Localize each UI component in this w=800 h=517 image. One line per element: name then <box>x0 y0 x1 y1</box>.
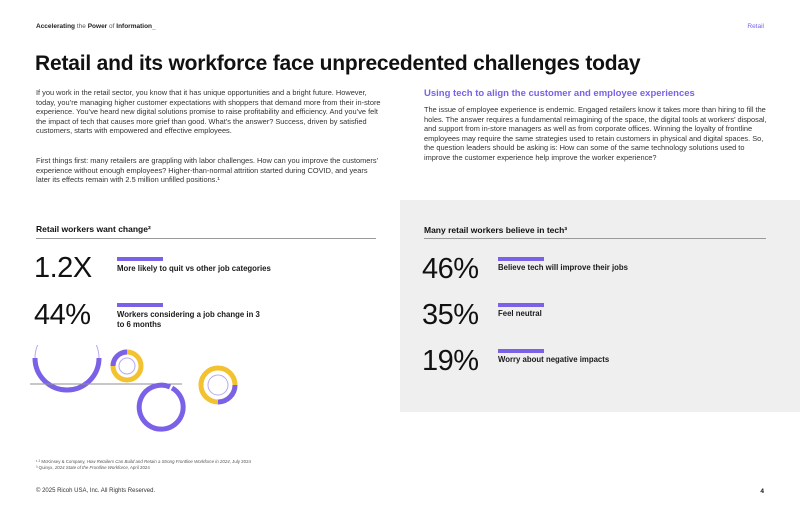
stats-left-title: Retail workers want change² <box>36 224 151 234</box>
right-subheading: Using tech to align the customer and emp… <box>424 88 695 99</box>
stat-label-worry: Worry about negative impacts <box>498 355 610 364</box>
stat-label-neutral: Feel neutral <box>498 309 542 318</box>
decorative-circles-graphic <box>30 345 238 432</box>
purple-ring-segment <box>110 349 128 367</box>
stat-value-worry: 19% <box>422 345 479 377</box>
intro-paragraph-2: First things first: many retailers are g… <box>36 156 378 185</box>
stat-value-quit: 1.2X <box>34 252 92 284</box>
stat-label-quit: More likely to quit vs other job categor… <box>117 264 271 273</box>
purple-ring-medium <box>136 382 186 432</box>
tagline-word-5: Information <box>116 23 153 30</box>
stat-value-tech-improve: 46% <box>422 253 479 285</box>
page-number: 4 <box>760 488 764 495</box>
purple-arc-thin <box>34 345 100 359</box>
stat-value-neutral: 35% <box>422 299 479 331</box>
tagline-word-3: Power <box>87 23 108 30</box>
footnote-1-source: ¹ ² McKinsey & Company, <box>36 459 86 464</box>
footnote-1: ¹ ² McKinsey & Company, How Retailers Ca… <box>36 459 251 465</box>
stat-label-tech-improve: Believe tech will improve their jobs <box>498 263 628 272</box>
inner-ring-right <box>207 374 229 396</box>
footnote-2-source: ³ Quinyx, <box>36 465 54 470</box>
stat-accent-bar <box>117 303 163 307</box>
stats-panel-background <box>400 200 800 412</box>
tagline-word-4: of <box>109 23 115 30</box>
tagline-word-2: the <box>76 23 86 30</box>
footnote-2-title: 2024 State of the Frontline Workforce, <box>54 465 130 470</box>
stats-right-title: Many retail workers believe in tech³ <box>424 225 568 235</box>
stat-accent-bar <box>498 349 544 353</box>
footnote-2-date: April 2024 <box>130 465 150 470</box>
purple-ring-right-segment <box>217 384 238 405</box>
stats-left-divider <box>36 238 376 239</box>
copyright-text: © 2025 Ricoh USA, Inc. All Rights Reserv… <box>36 488 156 494</box>
page-title: Retail and its workforce face unpreceden… <box>35 52 641 75</box>
right-paragraph: The issue of employee experience is ende… <box>424 105 767 162</box>
stats-right-divider <box>424 238 766 239</box>
stat-label-job-change: Workers considering a job change in 3 to… <box>117 310 260 329</box>
section-label: Retail <box>747 23 764 30</box>
brand-tagline: Accelerating the Power of Information_ <box>36 23 156 30</box>
stat-accent-bar <box>117 257 163 261</box>
footnote-2: ³ Quinyx, 2024 State of the Frontline Wo… <box>36 465 251 471</box>
tagline-word-1: Accelerating <box>36 23 76 30</box>
intro-paragraph-1: If you work in the retail sector, you kn… <box>36 88 381 136</box>
stat-value-job-change: 44% <box>34 299 91 331</box>
footnote-1-title: How Retailers Can Build and Retain a Str… <box>86 459 231 464</box>
purple-arc-large <box>32 357 102 393</box>
stat-accent-bar <box>498 257 544 261</box>
footnote-1-date: July 2024 <box>232 459 251 464</box>
footnotes: ¹ ² McKinsey & Company, How Retailers Ca… <box>36 459 251 471</box>
inner-ring-small <box>118 357 136 375</box>
stat-accent-bar <box>498 303 544 307</box>
